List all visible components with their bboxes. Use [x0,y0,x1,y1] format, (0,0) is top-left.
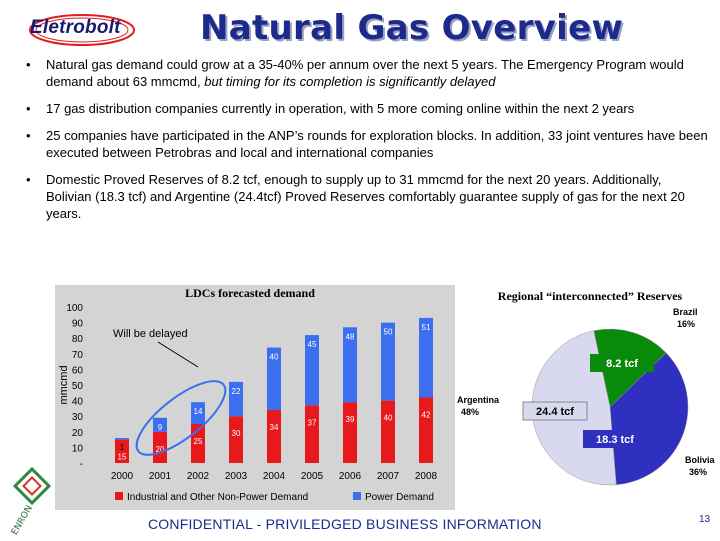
bar-power [305,335,319,406]
legend-swatch-power [353,492,361,500]
pie-title: Regional “interconnected” Reserves [498,289,683,303]
x-tick-label: 2007 [377,471,400,482]
x-tick-label: 2006 [339,471,362,482]
page-title: Natural Gas Overview [200,8,624,48]
bullet-item: • Domestic Proved Reserves of 8.2 tcf, en… [26,172,685,221]
bar-power-label: 22 [232,387,241,396]
bar-industrial-label: 15 [118,453,127,462]
bar-power [115,438,129,440]
bullet-text: Domestic Proved Reserves of 8.2 tcf, eno… [46,172,685,221]
legend-label-power: Power Demand [365,492,434,503]
bar-power-label: 50 [384,328,393,337]
x-tick-label: 2005 [301,471,324,482]
pie-slice-percent: 48% [461,407,479,417]
y-tick-label: 40 [72,397,84,408]
delayed-highlight-ellipse [135,380,227,456]
bullet-text: 25 companies have participated in the AN… [46,128,708,160]
pie-slice-name: Argentina [457,395,500,405]
y-tick-label: 90 [72,319,84,330]
bar-industrial [153,431,167,463]
bullet-item: • 25 companies have participated in the A… [26,128,708,160]
legend-swatch-industrial [115,492,123,500]
bullet-italic-text: but timing for its completion is signifi… [204,74,496,89]
reserves-pie-chart: Regional “interconnected” Reserves 8.2 tc… [457,289,716,486]
bar-power-label: 9 [158,423,163,432]
bar-power-label: 1 [120,443,125,452]
y-tick-label: 30 [72,412,84,423]
bar-power-label: 14 [194,407,203,416]
pie-value-box [590,354,654,372]
bar-industrial [305,405,319,463]
bullet-item: • 17 gas distribution companies currently… [26,101,635,116]
annotation-arrow [157,341,199,368]
bar-power [191,402,205,424]
bar-industrial-label: 25 [194,437,203,446]
bar-industrial [381,400,395,463]
y-axis-label: mmcmd [58,365,70,404]
bar-industrial-label: 20 [156,445,165,454]
y-tick-label: 60 [72,365,84,376]
bullet-item: • Natural gas demand could grow at a 35-4… [26,57,684,89]
x-tick-label: 2004 [263,471,286,482]
bullet-list: • Natural gas demand could grow at a 35-4… [18,56,708,232]
x-tick-label: 2001 [149,471,172,482]
pie-value-box [583,430,647,448]
bar-power [381,322,395,401]
enron-logo: ENRON [4,466,60,537]
x-tick-label: 2003 [225,471,248,482]
pie-value-label: 24.4 tcf [536,406,574,418]
bar-industrial [343,402,357,463]
bar-industrial-label: 39 [346,415,355,424]
pie-slice [609,352,689,486]
legend-label-industrial: Industrial and Other Non-Power Demand [127,492,308,503]
logo-text: Eletrobolt [30,17,121,38]
bar-industrial-label: 37 [308,418,317,427]
y-tick-label: 20 [72,428,84,439]
bar-power [419,317,433,398]
bar-industrial-label: 40 [384,414,393,423]
eletrobolt-logo [20,8,138,52]
bar-power [343,327,357,403]
y-tick-label: 50 [72,381,84,392]
bar-power [229,381,243,417]
bullet-text: Natural gas demand could grow at a 35-40… [46,57,684,89]
enron-e-icon [12,466,52,506]
bar-industrial [115,439,129,463]
bar-power [267,347,281,410]
y-tick-label: 100 [66,303,83,314]
bar-industrial-label: 30 [232,429,241,438]
pie-slice-percent: 16% [677,319,695,329]
logo-swoosh-icon [29,14,135,46]
y-tick-label: - [80,459,83,470]
bar-power-label: 48 [346,332,355,341]
y-tick-label: 80 [72,334,84,345]
ldc-demand-bar-chart: LDCs forecasted demand 100 90 80 70 60 50 40 30 2… [55,285,455,510]
bar-industrial-label: 42 [422,410,431,419]
bar-power [153,417,167,432]
x-tick-label: 2000 [111,471,134,482]
bar-power-label: 40 [270,353,279,362]
confidential-footer: CONFIDENTIAL - PRIVILEDGED BUSINESS INFO… [148,516,542,532]
pie-value-label: 18.3 tcf [596,434,634,446]
bar-power-label: 51 [422,323,431,332]
pie-slice-name: Bolivia [685,455,716,465]
bullet-text: 17 gas distribution companies currently … [46,101,635,116]
bar-industrial-label: 34 [270,423,279,432]
annotation-text: Will be delayed [113,328,188,340]
bar-industrial [419,397,433,463]
pie-slice-name: Brazil [673,307,698,317]
pie-slice-percent: 36% [689,467,707,477]
y-tick-label: 70 [72,350,84,361]
y-tick-label: 10 [72,443,84,454]
page-number: 13 [699,514,711,525]
bar-industrial [229,416,243,463]
bar-power-label: 45 [308,340,317,349]
bar-industrial [267,409,281,463]
x-tick-label: 2002 [187,471,210,482]
x-tick-label: 2008 [415,471,438,482]
pie-value-label: 8.2 tcf [606,358,638,370]
pie-value-box [522,401,588,421]
chart-title: LDCs forecasted demand [185,286,315,300]
